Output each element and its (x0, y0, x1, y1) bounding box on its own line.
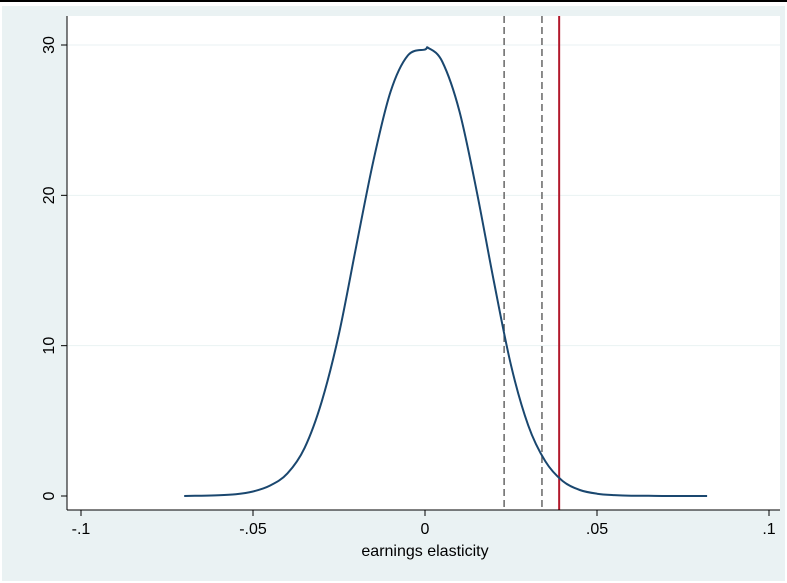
y-tick-label: 10 (41, 337, 58, 355)
density-curve (184, 46, 708, 497)
x-axis-title: earnings elasticity (361, 543, 488, 560)
y-tick-label: 20 (41, 186, 58, 204)
x-tick-label: .05 (586, 521, 608, 538)
y-tick-label: 0 (41, 491, 58, 500)
x-tick-label: -.1 (72, 521, 91, 538)
reference-lines (503, 16, 561, 510)
axes (66, 16, 780, 511)
plot-area (67, 16, 780, 510)
x-tick-label: 0 (421, 521, 430, 538)
x-tick-label: .1 (762, 521, 775, 538)
y-ticks: 0 10 20 30 (41, 36, 67, 500)
x-ticks: -.1 -.05 0 .05 .1 (72, 510, 776, 538)
y-tick-label: 30 (41, 36, 58, 54)
gridlines (67, 44, 780, 347)
x-tick-label: -.05 (239, 521, 267, 538)
top-border (0, 0, 787, 2)
